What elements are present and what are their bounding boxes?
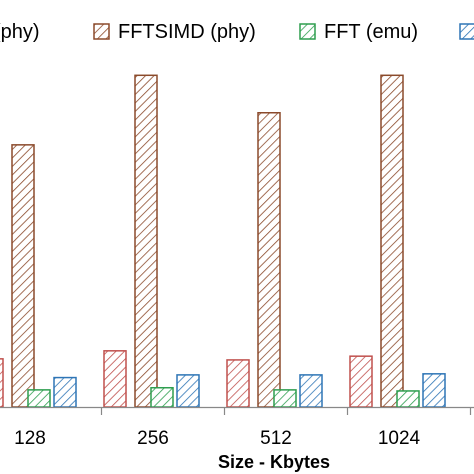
x-tick-label: 256 bbox=[137, 428, 169, 449]
bar-1-1024 bbox=[349, 355, 373, 408]
legend-label-2: FFTSIMD (phy) bbox=[118, 21, 256, 43]
bar-3-256 bbox=[150, 386, 174, 408]
bar-3-512 bbox=[273, 389, 297, 408]
legend-label-1: (phy) bbox=[0, 21, 40, 43]
bar-3-1024 bbox=[396, 390, 420, 408]
bar-3-128 bbox=[27, 389, 51, 408]
x-tick-labels: 128 256 512 1024 bbox=[14, 428, 420, 449]
bar-1-512 bbox=[226, 359, 250, 408]
x-tick-label: 1024 bbox=[378, 428, 421, 449]
bar-4-128 bbox=[53, 376, 77, 408]
bar-2-1024 bbox=[380, 74, 404, 408]
bar-4-1024 bbox=[422, 373, 446, 408]
bar-2-256 bbox=[134, 74, 158, 408]
bars-group bbox=[0, 74, 446, 408]
bar-2-128 bbox=[11, 144, 35, 408]
legend-swatch-3 bbox=[299, 23, 316, 40]
bar-4-256 bbox=[176, 374, 200, 408]
x-axis-title: Size - Kbytes bbox=[218, 452, 330, 472]
bar-1-128 bbox=[0, 358, 4, 408]
legend-swatch-2 bbox=[93, 23, 110, 40]
legend-swatch-4 bbox=[459, 23, 474, 40]
legend: (phy) FFTSIMD (phy) FFT (emu) bbox=[0, 21, 474, 43]
bar-1-256 bbox=[103, 350, 127, 408]
x-tick-label: 128 bbox=[14, 428, 46, 449]
bar-2-512 bbox=[257, 112, 281, 408]
bar-4-512 bbox=[299, 374, 323, 408]
legend-label-3: FFT (emu) bbox=[324, 21, 418, 43]
x-tick-label: 512 bbox=[260, 428, 292, 449]
x-axis bbox=[0, 406, 474, 415]
